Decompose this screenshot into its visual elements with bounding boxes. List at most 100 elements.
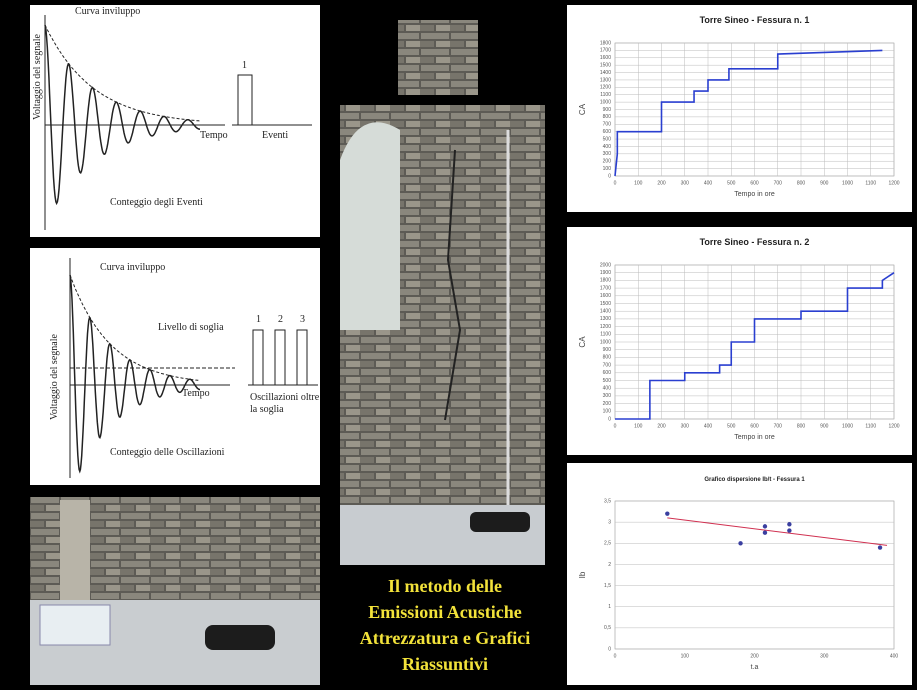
y-axis-label: CA — [578, 336, 587, 348]
y-tick-label: 1200 — [600, 324, 611, 330]
y-tick-label: 1600 — [600, 293, 611, 299]
y-tick-label: 1700 — [600, 48, 611, 54]
x-tick-label: 400 — [704, 423, 713, 429]
title-line: Emissioni Acustiche — [368, 602, 522, 622]
photo-device — [40, 605, 110, 645]
y-tick-label: 2 — [608, 562, 611, 568]
point — [763, 524, 767, 528]
x-label: Tempo — [200, 130, 228, 141]
y-tick-label: 1200 — [600, 85, 611, 91]
chart-panel — [567, 463, 912, 685]
x-tick-label: 1200 — [888, 423, 899, 429]
y-tick-label: 0 — [608, 646, 611, 652]
y-tick-label: 1900 — [600, 270, 611, 276]
x-tick-label: 800 — [797, 180, 806, 186]
x-tick-label: 100 — [634, 423, 643, 429]
pulse-label: Eventi — [262, 130, 288, 141]
x-tick-label: 200 — [657, 423, 666, 429]
y-tick-label: 100 — [603, 409, 612, 415]
envelope-label: Curva inviluppo — [100, 262, 165, 273]
y-tick-label: 2000 — [600, 262, 611, 268]
title-line: Il metodo delle — [388, 576, 502, 596]
x-tick-label: 300 — [820, 653, 829, 659]
y-tick-label: 0 — [608, 173, 611, 179]
title-line: Attrezzatura e Grafici — [360, 628, 531, 648]
photo-sensor — [470, 512, 530, 532]
y-tick-label: 400 — [603, 386, 612, 392]
x-tick-label: 400 — [890, 653, 899, 659]
pulse-label: Oscillazioni oltre — [250, 392, 320, 403]
x-tick-label: 1100 — [865, 180, 876, 186]
x-tick-label: 1200 — [888, 180, 899, 186]
y-tick-label: 500 — [603, 136, 612, 142]
chart-title: Torre Sineo - Fessura n. 2 — [700, 237, 810, 247]
envelope-label: Curva inviluppo — [75, 6, 140, 17]
y-tick-label: 1,5 — [604, 583, 611, 589]
y-tick-label: 600 — [603, 129, 612, 135]
x-tick-label: 600 — [750, 180, 759, 186]
x-tick-label: 200 — [750, 653, 759, 659]
chart: Grafico dispersione Ib/t - Fessura 100,5… — [567, 463, 912, 685]
diagram-events: Curva inviluppo Voltaggio del segnale Te… — [30, 5, 320, 237]
x-tick-label: 900 — [820, 423, 829, 429]
pulse-number: 3 — [300, 314, 305, 325]
x-tick-label: 1100 — [865, 423, 876, 429]
chart: Torre Sineo - Fessura n. 201002003004005… — [567, 227, 912, 455]
x-tick-label: 0 — [614, 653, 617, 659]
point — [665, 511, 669, 515]
pulse-number: 1 — [242, 60, 247, 71]
x-tick-label: 0 — [614, 180, 617, 186]
caption: Conteggio delle Oscillazioni — [110, 447, 225, 458]
y-tick-label: 0 — [608, 416, 611, 422]
y-tick-label: 1700 — [600, 285, 611, 291]
y-tick-label: 1800 — [600, 40, 611, 46]
x-tick-label: 800 — [797, 423, 806, 429]
y-tick-label: 800 — [603, 355, 612, 361]
charts: Torre Sineo - Fessura n. 101002003004005… — [567, 5, 912, 685]
y-tick-label: 1400 — [600, 70, 611, 76]
chart-title: Grafico dispersione Ib/t - Fessura 1 — [704, 477, 805, 483]
y-tick-label: 3 — [608, 519, 611, 525]
poster: Curva inviluppo Voltaggio del segnale Te… — [0, 0, 917, 690]
point — [787, 522, 791, 526]
y-tick-label: 1500 — [600, 301, 611, 307]
photo-beam — [60, 500, 90, 600]
x-tick-label: 500 — [727, 423, 736, 429]
y-tick-label: 100 — [603, 166, 612, 172]
x-axis-label: Tempo in ore — [734, 434, 775, 441]
x-tick-label: 0 — [614, 423, 617, 429]
x-tick-label: 600 — [750, 423, 759, 429]
title-line: Riassuntivi — [402, 654, 488, 674]
y-tick-label: 1400 — [600, 309, 611, 315]
y-tick-label: 700 — [603, 122, 612, 128]
x-axis-label: t.a — [751, 664, 759, 671]
y-tick-label: 700 — [603, 362, 612, 368]
y-axis-label: Ib — [578, 571, 587, 578]
y-tick-label: 2,5 — [604, 541, 611, 547]
x-tick-label: 1000 — [842, 180, 853, 186]
diagram-oscillations: Curva inviluppo Livello di soglia 1 2 3 … — [30, 248, 320, 485]
point — [738, 541, 742, 545]
chart-panel — [567, 227, 912, 455]
y-tick-label: 300 — [603, 393, 612, 399]
y-tick-label: 1300 — [600, 77, 611, 83]
chart-panel — [567, 5, 912, 212]
y-tick-label: 1000 — [600, 339, 611, 345]
y-axis-label: CA — [578, 103, 587, 115]
x-tick-label: 100 — [634, 180, 643, 186]
point — [878, 545, 882, 549]
caption: Conteggio degli Eventi — [110, 197, 203, 208]
x-tick-label: 700 — [774, 423, 783, 429]
chart-title: Torre Sineo - Fessura n. 1 — [700, 15, 810, 25]
threshold-label: Livello di soglia — [158, 322, 224, 333]
y-tick-label: 1800 — [600, 278, 611, 284]
y-tick-label: 1100 — [600, 92, 611, 98]
photo-sensor — [205, 625, 275, 650]
photo-equipment — [30, 497, 320, 685]
point — [763, 531, 767, 535]
x-label: Tempo — [182, 388, 210, 399]
x-tick-label: 100 — [681, 653, 690, 659]
y-tick-label: 400 — [603, 144, 612, 150]
pulse-number: 2 — [278, 314, 283, 325]
y-label: Voltaggio del segnale — [32, 34, 43, 120]
